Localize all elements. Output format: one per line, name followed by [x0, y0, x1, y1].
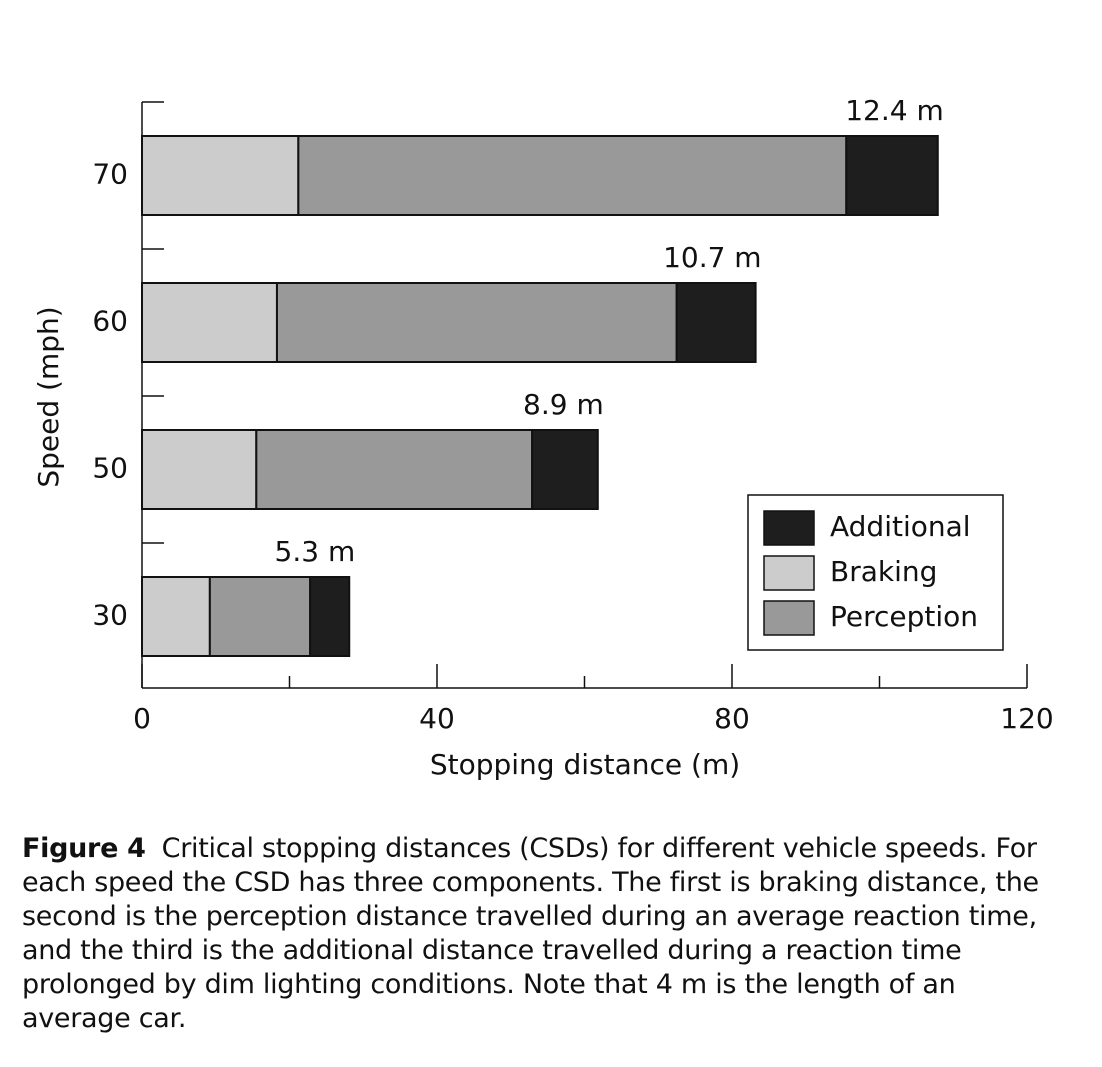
- caption-text: Critical stopping distances (CSDs) for d…: [22, 833, 1039, 1034]
- value-label: 12.4 m: [845, 94, 944, 127]
- value-label: 8.9 m: [523, 388, 604, 421]
- bar-segment: [845, 135, 939, 216]
- legend-swatch: [763, 600, 815, 636]
- y-tick-label: 70: [92, 158, 128, 191]
- x-tick-label: 120: [1000, 702, 1053, 735]
- value-label: 5.3 m: [275, 535, 356, 568]
- bar-segment: [531, 429, 599, 510]
- bar-segment: [297, 135, 848, 216]
- bar-segment: [675, 282, 757, 363]
- y-tick-label: 60: [92, 305, 128, 338]
- bar-segment: [141, 135, 300, 216]
- bar-segment: [255, 429, 534, 510]
- bar-segment: [208, 576, 312, 657]
- y-tick-label: 30: [92, 599, 128, 632]
- legend-swatch: [763, 555, 815, 591]
- x-tick-label: 40: [419, 702, 455, 735]
- bar-segment: [275, 282, 678, 363]
- x-tick-label: 0: [133, 702, 151, 735]
- bar-segment: [309, 576, 351, 657]
- chart: Stopping distance (m) Speed (mph) 0 40 80 1…: [32, 94, 1054, 781]
- bar-segment: [141, 282, 278, 363]
- legend-swatch: [763, 510, 815, 546]
- legend-label: Perception: [830, 600, 978, 633]
- bar-segment: [141, 576, 211, 657]
- x-tick-label: 80: [714, 702, 750, 735]
- legend-label: Additional: [830, 510, 971, 543]
- bar-segment: [141, 429, 258, 510]
- x-axis-label: Stopping distance (m): [430, 748, 740, 781]
- caption: Figure 4 Critical stopping distances (CSD…: [22, 832, 1052, 1036]
- caption-label: Figure 4: [22, 833, 146, 864]
- y-tick-label: 50: [92, 452, 128, 485]
- y-axis-label: Speed (mph): [32, 306, 65, 487]
- legend-label: Braking: [830, 555, 937, 588]
- value-label: 10.7 m: [663, 241, 762, 274]
